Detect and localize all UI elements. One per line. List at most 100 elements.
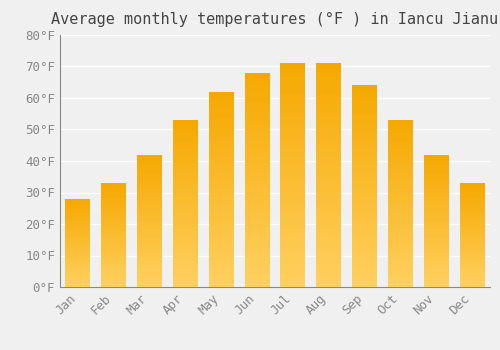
Bar	[173, 264, 198, 267]
Bar	[424, 194, 449, 197]
Bar	[388, 280, 413, 284]
Bar	[137, 155, 162, 158]
Bar	[316, 247, 342, 251]
Bar	[388, 130, 413, 133]
Bar	[352, 138, 377, 142]
Bar	[173, 247, 198, 250]
Bar	[460, 206, 484, 208]
Bar	[244, 107, 270, 111]
Bar	[388, 167, 413, 170]
Bar	[208, 264, 234, 267]
Bar	[66, 232, 90, 234]
Bar	[101, 223, 126, 225]
Bar	[424, 160, 449, 163]
Bar	[424, 282, 449, 284]
Bar	[173, 207, 198, 210]
Bar	[101, 235, 126, 237]
Bar	[66, 202, 90, 204]
Bar	[244, 283, 270, 287]
Bar	[388, 257, 413, 260]
Bar	[66, 284, 90, 285]
Bar	[460, 220, 484, 223]
Bar	[460, 281, 484, 283]
Bar	[388, 160, 413, 163]
Bar	[208, 275, 234, 279]
Bar	[66, 257, 90, 259]
Bar	[280, 189, 305, 193]
Bar	[460, 266, 484, 268]
Bar	[388, 133, 413, 137]
Bar	[352, 182, 377, 186]
Bar	[460, 214, 484, 216]
Bar	[244, 98, 270, 103]
Bar	[352, 202, 377, 206]
Bar	[460, 276, 484, 279]
Bar	[173, 120, 198, 124]
Bar	[244, 184, 270, 188]
Bar	[244, 167, 270, 172]
Bar	[101, 239, 126, 241]
Bar	[388, 207, 413, 210]
Bar	[280, 108, 305, 113]
Bar	[388, 144, 413, 147]
Bar	[101, 202, 126, 204]
Bar	[352, 234, 377, 239]
Bar	[316, 121, 342, 126]
Bar	[137, 224, 162, 226]
Bar	[66, 211, 90, 213]
Bar	[424, 184, 449, 187]
Bar	[388, 233, 413, 237]
Bar	[208, 127, 234, 131]
Bar	[244, 223, 270, 227]
Bar	[316, 260, 342, 265]
Bar	[280, 216, 305, 220]
Bar	[101, 250, 126, 252]
Bar	[280, 269, 305, 274]
Bar	[137, 170, 162, 173]
Bar	[352, 271, 377, 275]
Bar	[208, 123, 234, 127]
Bar	[352, 158, 377, 162]
Bar	[137, 158, 162, 160]
Bar	[66, 248, 90, 250]
Bar	[208, 279, 234, 283]
Bar	[137, 218, 162, 221]
Bar	[388, 170, 413, 174]
Bar	[66, 227, 90, 229]
Bar	[101, 276, 126, 279]
Bar	[424, 242, 449, 245]
Bar	[208, 139, 234, 142]
Bar	[388, 214, 413, 217]
Bar	[280, 68, 305, 72]
Bar	[137, 173, 162, 176]
Bar	[424, 263, 449, 266]
Bar	[208, 283, 234, 287]
Bar	[137, 165, 162, 168]
Bar	[424, 234, 449, 237]
Bar	[316, 148, 342, 153]
Bar	[460, 256, 484, 258]
Bar	[137, 276, 162, 279]
Bar	[173, 163, 198, 167]
Bar	[280, 72, 305, 77]
Bar	[388, 157, 413, 160]
Bar	[173, 217, 198, 220]
Bar	[244, 163, 270, 167]
Bar	[101, 233, 126, 235]
Bar	[101, 225, 126, 227]
Bar	[101, 216, 126, 218]
Bar	[101, 185, 126, 187]
Bar	[137, 184, 162, 187]
Bar	[101, 200, 126, 202]
Bar	[388, 284, 413, 287]
Bar	[208, 213, 234, 217]
Bar	[101, 183, 126, 185]
Bar	[137, 279, 162, 282]
Bar	[460, 241, 484, 243]
Bar	[352, 162, 377, 166]
Bar	[424, 237, 449, 239]
Bar	[316, 94, 342, 99]
Bar	[460, 189, 484, 191]
Bar	[66, 199, 90, 201]
Bar	[352, 255, 377, 259]
